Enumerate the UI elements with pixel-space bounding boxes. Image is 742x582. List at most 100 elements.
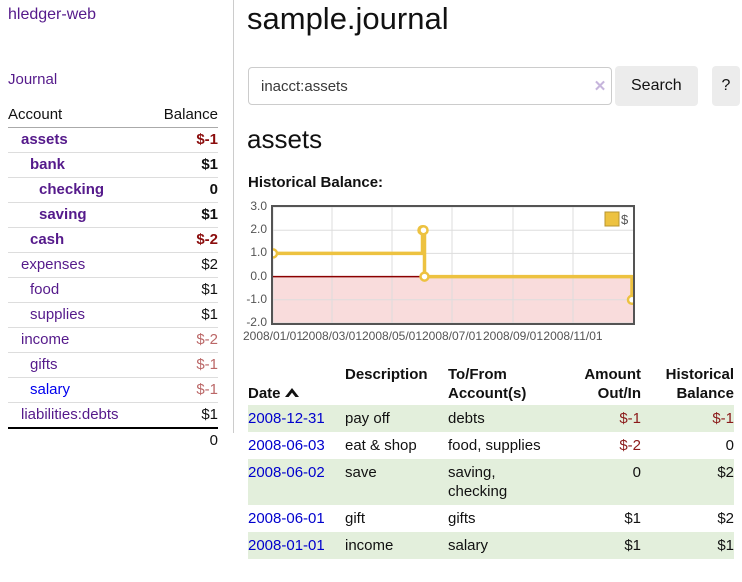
account-link[interactable]: bank (30, 156, 66, 173)
account-row: expenses $2 (8, 252, 218, 278)
account-link[interactable]: saving (39, 206, 87, 223)
transaction-date-cell: 2008-06-03 (248, 432, 345, 459)
x-axis-tick-label: 2008/05/01 (361, 329, 423, 343)
account-balance: $2 (148, 252, 218, 278)
transaction-description: pay off (345, 410, 390, 427)
account-column-header: Account (8, 103, 149, 128)
x-axis-tick-label: 2008/11/01 (543, 329, 603, 343)
account-balance: $1 (148, 277, 218, 303)
account-row: salary $-1 (8, 377, 218, 403)
account-link[interactable]: checking (39, 181, 105, 198)
transaction-date-link[interactable]: 2008-12-31 (248, 410, 325, 427)
account-balance: $-1 (148, 377, 218, 403)
account-name-cell: bank (8, 152, 149, 178)
account-link[interactable]: supplies (30, 306, 86, 323)
account-link[interactable]: liabilities:debts (21, 406, 119, 423)
search-input[interactable] (248, 67, 612, 105)
sidebar-divider (233, 0, 234, 433)
account-row: food $1 (8, 277, 218, 303)
y-axis-tick-label: 2.0 (250, 222, 267, 236)
chart-plot-area[interactable]: $ (273, 207, 633, 323)
account-name-cell: food (8, 277, 149, 303)
account-balance: $-1 (196, 131, 218, 148)
transaction-date-link[interactable]: 2008-06-02 (248, 464, 325, 481)
transaction-row: 2008-06-01 gift gifts $1 $2 (248, 505, 734, 532)
balance-chart[interactable]: $ (271, 205, 635, 325)
x-axis-tick-label: 2008/03/01 (301, 329, 363, 343)
transaction-balance: $1 (717, 537, 734, 554)
total-row: 0 (8, 427, 218, 453)
account-link[interactable]: income (21, 331, 70, 348)
transaction-amount: 0 (632, 464, 641, 481)
transaction-amount: $1 (624, 510, 641, 527)
transaction-date-cell: 2008-12-31 (248, 405, 345, 432)
account-name-cell: gifts (8, 352, 149, 378)
transaction-balance: $2 (717, 464, 734, 481)
transaction-row: 2008-06-03 eat & shop food, supplies $-2 0 (248, 432, 734, 459)
transaction-balance: $-1 (712, 410, 734, 427)
total-label-cell (8, 427, 149, 453)
transaction-row: 2008-06-02 save saving, checking 0 $2 (248, 459, 734, 505)
account-row: assets $-1 (8, 128, 218, 153)
transaction-amount: $-2 (619, 437, 641, 454)
brand-link[interactable]: hledger-web (8, 6, 97, 23)
register-header-row: Date Description To/From Account(s) Amou… (248, 363, 734, 405)
account-link[interactable]: gifts (30, 356, 58, 373)
transaction-balance: 0 (725, 437, 734, 454)
data-point[interactable] (273, 248, 279, 259)
data-point[interactable] (419, 271, 430, 282)
y-axis-tick-label: 0.0 (250, 269, 267, 283)
account-balance: $1 (148, 202, 218, 228)
search-button[interactable]: Search (615, 66, 698, 106)
transaction-date-cell: 2008-06-01 (248, 505, 345, 532)
account-name-cell: saving (8, 202, 149, 228)
account-balance: $1 (148, 302, 218, 328)
account-name-cell: liabilities:debts (8, 402, 149, 428)
account-balance: $-2 (148, 327, 218, 353)
account-page-title: assets (247, 124, 323, 154)
transaction-description: save (345, 464, 377, 481)
account-row: checking 0 (8, 177, 218, 203)
transaction-accounts: food, supplies (448, 437, 541, 454)
balance-column-header: Historical Balance (665, 366, 734, 402)
total-balance: 0 (148, 427, 218, 453)
transaction-accounts: salary (448, 537, 489, 554)
sidebar-item-journal[interactable]: Journal (8, 71, 58, 88)
transaction-balance: $2 (717, 510, 734, 527)
account-link[interactable]: cash (30, 231, 65, 248)
account-table-header-row: Account Balance (8, 103, 218, 128)
account-link[interactable]: expenses (21, 256, 86, 273)
account-name-cell: cash (8, 227, 149, 253)
account-name-cell: supplies (8, 302, 149, 328)
account-link[interactable]: assets (21, 131, 68, 148)
transaction-accounts: gifts (448, 510, 476, 527)
account-row: gifts $-1 (8, 352, 218, 378)
account-name-cell: expenses (8, 252, 149, 278)
account-name-cell: assets (8, 128, 149, 153)
account-balance: $-2 (148, 227, 218, 253)
data-point[interactable] (418, 224, 429, 236)
account-balance: $1 (148, 402, 218, 428)
date-header-label: Date (248, 385, 281, 402)
transaction-row: 2008-01-01 income salary $1 $1 (248, 532, 734, 559)
clear-search-icon[interactable]: ✕ (593, 78, 607, 95)
account-name-cell: income (8, 327, 149, 353)
transaction-date-link[interactable]: 2008-06-03 (248, 437, 325, 454)
transaction-date-link[interactable]: 2008-06-01 (248, 510, 325, 527)
account-link[interactable]: salary (30, 381, 71, 398)
transaction-date-cell: 2008-06-02 (248, 459, 345, 505)
y-axis-tick-label: 1.0 (250, 245, 267, 259)
transaction-date-link[interactable]: 2008-01-01 (248, 537, 325, 554)
register-table: Date Description To/From Account(s) Amou… (248, 363, 734, 559)
account-balance: 0 (148, 177, 218, 203)
amount-column-header: Amount Out/In (584, 366, 641, 402)
account-row: saving $1 (8, 202, 218, 228)
data-point[interactable] (626, 294, 633, 306)
x-axis-tick-label: 2008/09/01 (482, 329, 544, 343)
help-button[interactable]: ? (712, 66, 740, 106)
sort-ascending-icon (284, 388, 299, 397)
account-link[interactable]: food (30, 281, 60, 298)
transaction-amount: $-1 (619, 410, 641, 427)
date-column-header[interactable]: Date (248, 363, 345, 405)
transaction-row: 2008-12-31 pay off debts $-1 $-1 (248, 405, 734, 432)
